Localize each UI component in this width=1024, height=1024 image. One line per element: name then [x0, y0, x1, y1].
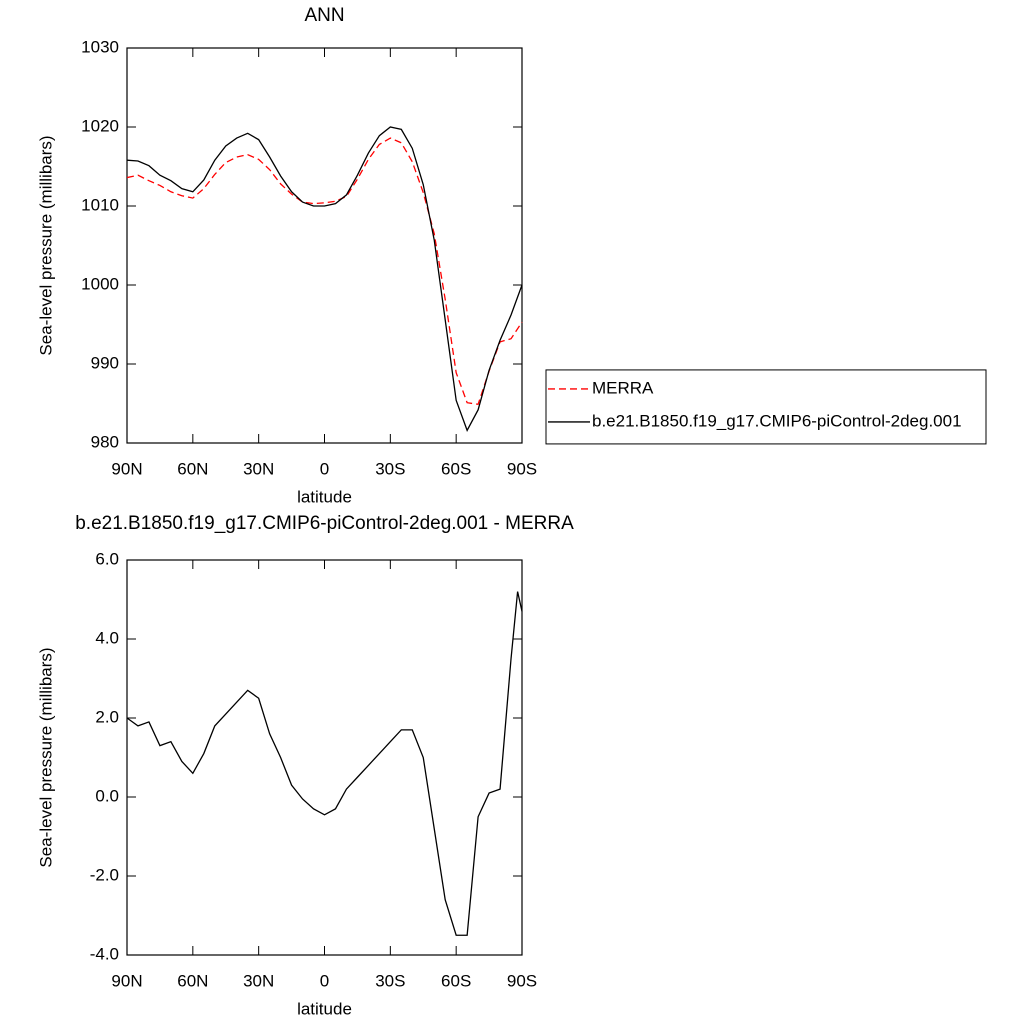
x-axis-label: latitude: [297, 999, 352, 1018]
y-axis-label: Sea-level pressure (millibars): [36, 135, 55, 355]
plot-frame: [126, 47, 523, 444]
x-axis-label: latitude: [297, 487, 352, 506]
legend-box: [545, 369, 987, 445]
y-tick-label: -2.0: [90, 865, 119, 884]
y-tick-label: 1010: [81, 195, 119, 214]
x-tick-label: 60S: [441, 971, 471, 990]
x-tick-label: 90N: [111, 971, 142, 990]
x-tick-label: 30S: [375, 459, 405, 478]
chart-title: ANN: [304, 5, 344, 26]
y-tick-label: 1000: [81, 274, 119, 293]
x-tick-label: 90S: [507, 971, 537, 990]
plot-frame: [126, 559, 523, 956]
data-line: [126, 137, 523, 406]
x-tick-label: 30N: [243, 459, 274, 478]
y-tick-label: 2.0: [95, 707, 119, 726]
data-line: [126, 591, 523, 936]
y-tick-label: 990: [91, 353, 119, 372]
x-tick-label: 90N: [111, 459, 142, 478]
data-line: [126, 126, 523, 432]
y-axis-label: Sea-level pressure (millibars): [36, 647, 55, 867]
x-tick-label: 60N: [177, 971, 208, 990]
x-tick-label: 0: [320, 459, 329, 478]
y-tick-label: 0.0: [95, 786, 119, 805]
x-tick-label: 90S: [507, 459, 537, 478]
x-tick-label: 60N: [177, 459, 208, 478]
y-tick-label: 980: [91, 432, 119, 451]
x-tick-label: 30N: [243, 971, 274, 990]
legend-label: MERRA: [592, 378, 654, 397]
legend-label: b.e21.B1850.f19_g17.CMIP6-piControl-2deg…: [592, 411, 962, 430]
y-tick-label: 1020: [81, 116, 119, 135]
y-tick-label: 4.0: [95, 628, 119, 647]
y-tick-label: 6.0: [95, 549, 119, 568]
chart-title: b.e21.B1850.f19_g17.CMIP6-piControl-2deg…: [75, 513, 574, 534]
y-tick-label: 1030: [81, 37, 119, 56]
x-tick-label: 60S: [441, 459, 471, 478]
y-tick-label: -4.0: [90, 944, 119, 963]
x-tick-label: 30S: [375, 971, 405, 990]
x-tick-label: 0: [320, 971, 329, 990]
